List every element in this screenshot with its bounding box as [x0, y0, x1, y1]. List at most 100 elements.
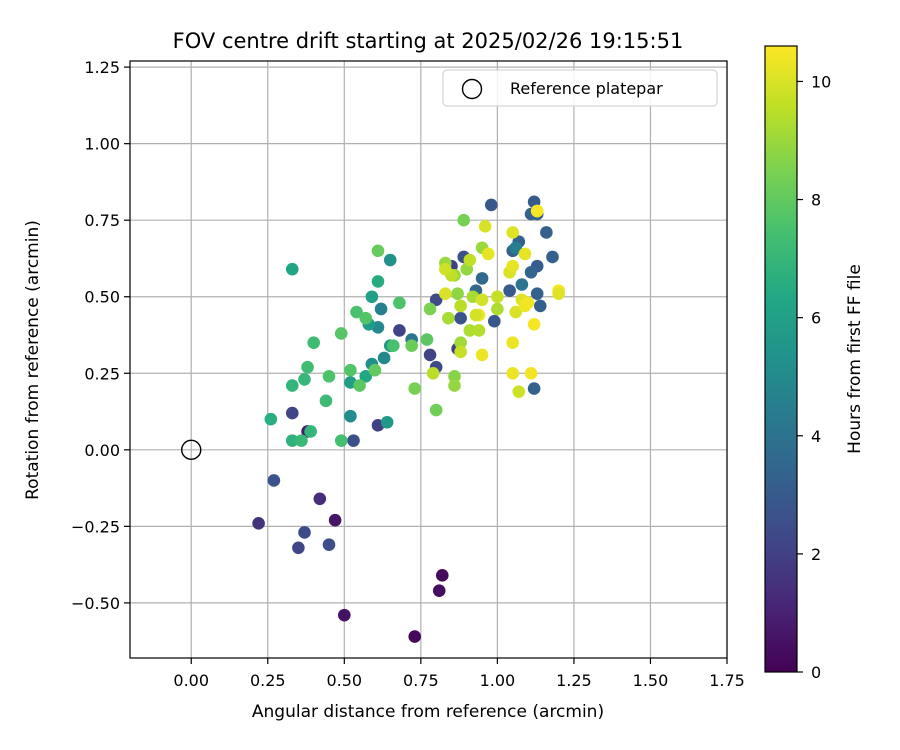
- data-point: [491, 290, 504, 304]
- data-point: [344, 363, 357, 377]
- data-point: [344, 409, 357, 423]
- data-point: [295, 434, 308, 447]
- x-tick-label: 0.50: [326, 671, 362, 690]
- data-point: [521, 296, 535, 310]
- data-point: [454, 299, 467, 313]
- data-point: [322, 370, 336, 383]
- data-point: [506, 259, 519, 273]
- data-point: [377, 351, 391, 365]
- data-point: [518, 247, 532, 261]
- x-tick-label: 0.25: [250, 671, 286, 690]
- x-tick-label: 1.75: [709, 671, 745, 690]
- data-point: [481, 247, 495, 261]
- data-point: [353, 379, 366, 392]
- data-point: [264, 412, 278, 426]
- data-point: [304, 425, 317, 438]
- data-point: [322, 538, 336, 552]
- data-point: [408, 382, 422, 395]
- data-point: [393, 296, 406, 310]
- y-tick-label: 0.25: [84, 364, 120, 383]
- data-point: [359, 370, 373, 383]
- data-point: [442, 311, 455, 325]
- data-point: [334, 327, 348, 340]
- data-point: [285, 406, 299, 420]
- data-point: [374, 302, 388, 316]
- data-point: [338, 608, 351, 622]
- reference-marker-layer: [181, 439, 202, 461]
- data-point: [298, 373, 311, 386]
- y-tick-label: −0.25: [71, 517, 120, 536]
- x-axis-ticks: 0.00 0.25 0.50 0.75 1.00 1.25 1.50 1.75: [173, 658, 745, 690]
- data-point: [509, 305, 523, 319]
- data-point: [472, 324, 486, 337]
- data-point: [506, 366, 519, 380]
- data-point: [386, 339, 400, 353]
- data-point: [380, 415, 394, 429]
- data-point: [328, 513, 342, 527]
- data-point: [359, 311, 373, 325]
- chart-title: FOV centre drift starting at 2025/02/26 …: [173, 29, 684, 53]
- colorbar-label: Hours from first FF file: [845, 264, 865, 454]
- data-point: [484, 198, 498, 212]
- legend-label: Reference platepar: [510, 79, 663, 98]
- data-point: [350, 305, 363, 319]
- data-point: [426, 366, 440, 380]
- x-tick-label: 1.25: [556, 671, 592, 690]
- colorbar-tick-label: 4: [811, 427, 821, 446]
- data-point: [439, 287, 452, 300]
- data-point: [515, 278, 529, 291]
- data-point: [457, 213, 471, 227]
- legend-box: [442, 69, 718, 107]
- data-point: [252, 516, 265, 530]
- data-point: [540, 226, 553, 239]
- data-point: [469, 308, 483, 322]
- data-point: [475, 348, 489, 362]
- data-point: [319, 394, 333, 408]
- data-point: [432, 584, 446, 597]
- plot-frame: [129, 60, 728, 659]
- y-tick-label: 1.25: [84, 58, 120, 77]
- data-point: [506, 336, 519, 349]
- data-point: [512, 385, 526, 398]
- colorbar-tick-label: 0: [811, 663, 821, 682]
- reference-platepar-marker: [181, 439, 202, 461]
- colorbar-ticks: 0 2 4 6 8 10: [797, 72, 831, 682]
- data-point: [524, 366, 538, 380]
- y-tick-label: 1.00: [84, 135, 120, 154]
- x-tick-label: 0.75: [403, 671, 439, 690]
- data-point: [491, 302, 504, 316]
- x-tick-label: 1.00: [480, 671, 516, 690]
- data-point: [454, 345, 467, 359]
- data-point: [552, 287, 565, 300]
- colorbar-gradient: [765, 46, 797, 672]
- data-points: [252, 195, 565, 643]
- data-point: [368, 363, 382, 377]
- data-point: [307, 336, 320, 349]
- data-point: [285, 262, 299, 276]
- data-point: [435, 569, 449, 582]
- data-point: [423, 348, 437, 362]
- data-point: [463, 324, 477, 337]
- colorbar-tick-label: 8: [811, 191, 821, 210]
- y-tick-label: 0.75: [84, 211, 120, 230]
- data-point: [347, 434, 360, 447]
- data-point: [292, 541, 305, 555]
- data-point: [524, 265, 538, 279]
- data-point: [478, 220, 492, 233]
- colorbar-tick-label: 10: [811, 72, 831, 91]
- data-point: [383, 253, 397, 267]
- data-point: [475, 293, 489, 307]
- y-tick-label: −0.50: [71, 594, 120, 613]
- colorbar-frame: [764, 45, 798, 673]
- x-tick-label: 1.50: [633, 671, 669, 690]
- data-point: [463, 253, 477, 267]
- legend-marker-open-circle: [461, 78, 483, 100]
- data-point: [527, 317, 541, 331]
- data-point: [533, 299, 547, 313]
- data-point: [454, 311, 467, 325]
- y-axis-label: Rotation from reference (arcmin): [23, 220, 43, 500]
- data-point: [506, 226, 519, 239]
- colorbar: 0 2 4 6 8 10 Hours from first FF file: [764, 45, 865, 682]
- data-point: [475, 272, 489, 285]
